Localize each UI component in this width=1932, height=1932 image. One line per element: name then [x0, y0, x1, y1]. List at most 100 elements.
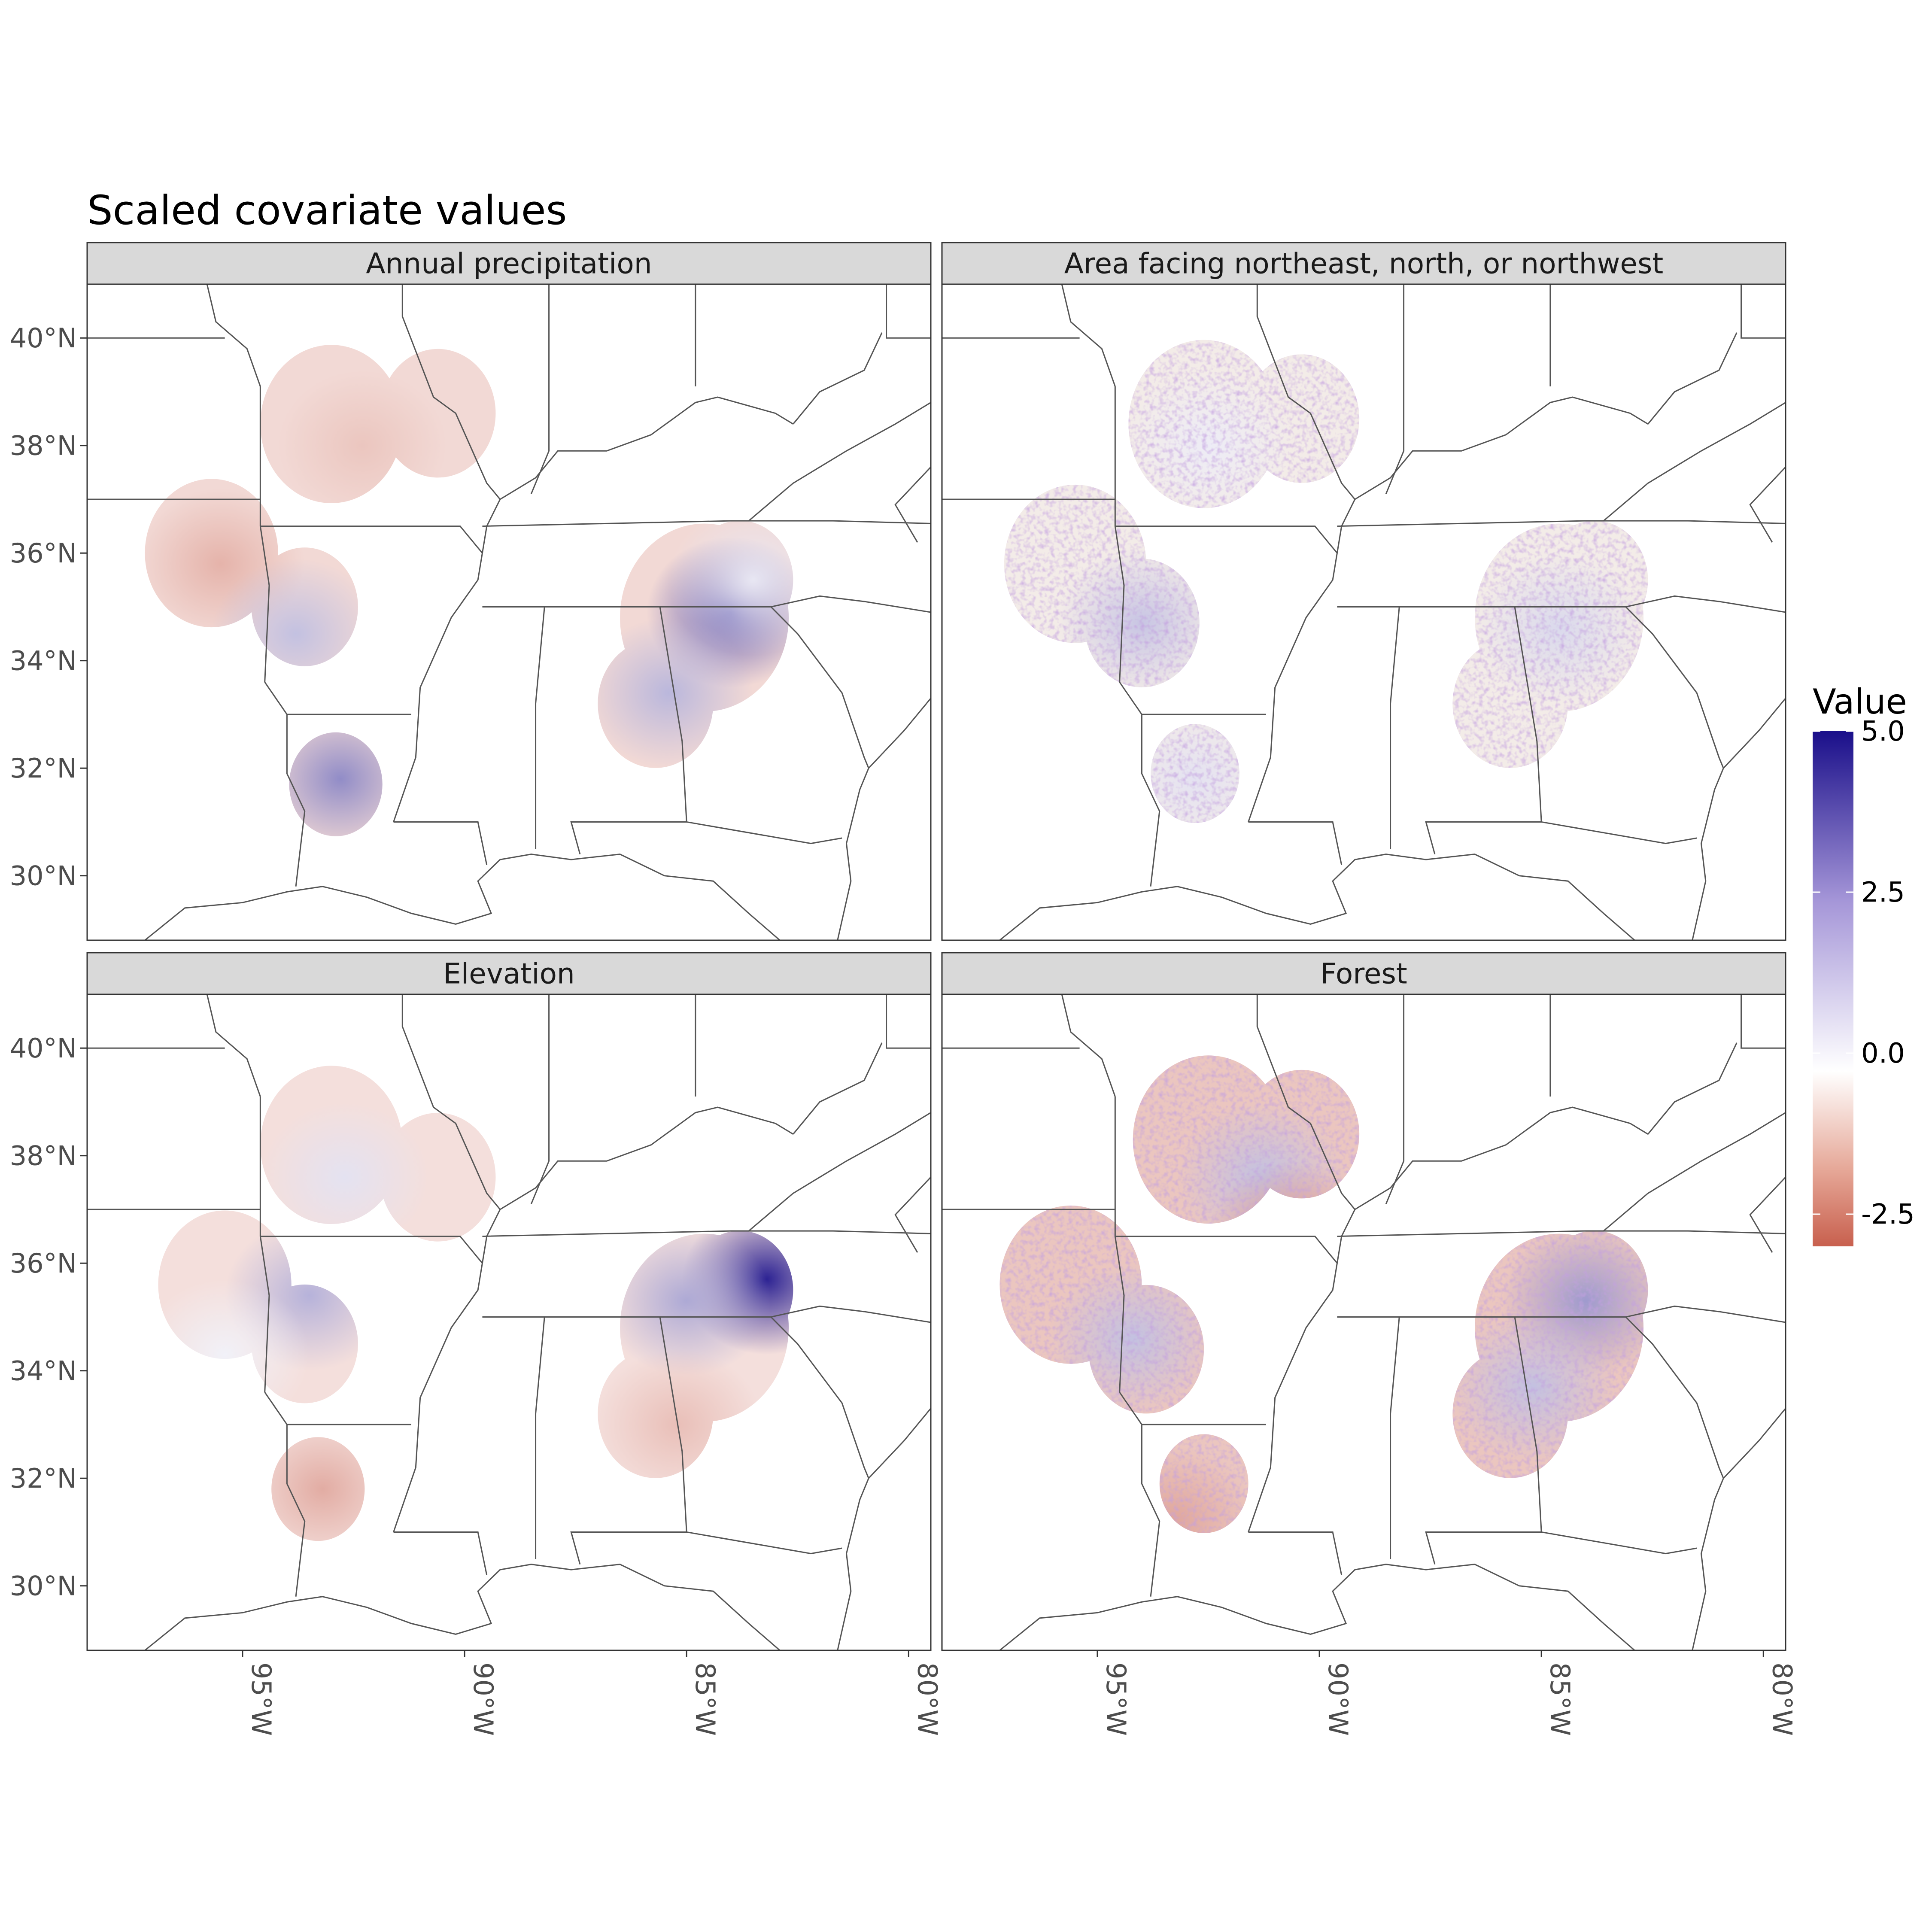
coastline — [1692, 698, 1786, 940]
x-tick-label: 90°W — [1322, 1662, 1354, 1736]
facet-label: Forest — [1320, 957, 1407, 990]
state-boundary — [393, 994, 501, 1532]
state-boundary — [1390, 1317, 1400, 1559]
x-axis-left: 95°W 90°W 85°W 80°W — [242, 1650, 943, 1736]
raster-patch — [238, 1413, 407, 1564]
state-boundary — [535, 607, 545, 849]
state-boundary — [1355, 1106, 1649, 1210]
y-tick-label: 36°N — [10, 538, 77, 569]
state-boundary — [1337, 520, 1786, 527]
state-boundary — [1603, 1112, 1786, 1232]
state-boundary — [286, 1424, 306, 1597]
y-tick-label: 34°N — [10, 1355, 77, 1387]
facet-strip — [86, 952, 932, 995]
state-boundary — [500, 1106, 794, 1210]
facet-strip — [86, 242, 932, 285]
x-tick-label: 80°W — [911, 1662, 943, 1736]
state-boundary — [1625, 606, 1724, 769]
state-boundary — [1114, 386, 1125, 682]
facet-label: Elevation — [443, 957, 575, 990]
coastline — [999, 1564, 1635, 1650]
panel-border — [86, 283, 932, 941]
state-boundary — [1248, 1531, 1343, 1575]
coastline — [837, 698, 931, 940]
map-area — [942, 284, 1786, 940]
state-boundary — [1390, 607, 1400, 849]
state-boundary — [482, 1230, 931, 1237]
x-axis-right: 95°W 90°W 85°W 80°W — [1097, 1650, 1798, 1736]
state-boundary — [1541, 821, 1697, 844]
state-boundary — [770, 606, 869, 769]
raster-patch — [211, 558, 380, 709]
raster-patch — [602, 1225, 771, 1376]
state-boundary — [686, 1531, 842, 1555]
state-boundary — [1541, 1531, 1697, 1555]
map-area — [87, 994, 931, 1650]
state-boundary — [393, 1531, 488, 1575]
state-boundary — [500, 396, 794, 500]
state-boundary — [770, 1316, 869, 1479]
state-boundary — [686, 821, 842, 844]
state-boundary — [530, 994, 550, 1205]
x-tick-label: 95°W — [1100, 1662, 1132, 1736]
state-boundary — [1385, 994, 1405, 1205]
color-legend: Value 5.0 2.5 0.0 -2.5 — [1813, 682, 1915, 1246]
state-boundary — [259, 386, 270, 682]
state-boundary — [1115, 1236, 1338, 1264]
state-boundary — [1337, 1230, 1786, 1237]
raster-texture — [942, 994, 1786, 1650]
panel-border — [86, 993, 932, 1651]
facet-panel: Elevation — [86, 952, 932, 1651]
y-tick-label: 40°N — [10, 322, 77, 354]
state-boundary — [535, 1317, 545, 1559]
state-boundary — [393, 821, 488, 865]
legend-tick-label: -2.5 — [1861, 1199, 1915, 1230]
facet-panel: Forest — [941, 952, 1786, 1651]
panel-border — [941, 993, 1786, 1651]
x-tick-label: 85°W — [1544, 1662, 1576, 1736]
legend-colorbar — [1813, 731, 1853, 1246]
legend-tick-label: 5.0 — [1861, 716, 1905, 747]
y-tick-label: 32°N — [10, 1463, 77, 1494]
state-boundary — [894, 466, 931, 543]
facet-strip — [941, 952, 1786, 995]
coastline — [999, 854, 1635, 940]
state-boundary — [1141, 714, 1160, 887]
coastline — [144, 854, 781, 940]
state-boundary — [1749, 1176, 1786, 1253]
state-boundary — [1749, 466, 1786, 543]
coastline — [144, 1564, 781, 1650]
y-axis-top: 40°N 38°N 36°N 34°N 32°N 30°N — [10, 322, 87, 892]
raster-patch — [584, 617, 753, 769]
state-boundary — [1647, 332, 1738, 425]
state-boundary — [260, 1236, 483, 1264]
legend-title: Value — [1813, 682, 1907, 722]
state-boundary — [1647, 1042, 1738, 1135]
state-boundary — [886, 994, 931, 1049]
state-boundary — [1115, 526, 1338, 554]
legend-ticks: 5.0 2.5 0.0 -2.5 — [1813, 716, 1915, 1230]
y-axis-bottom: 40°N 38°N 36°N 34°N 32°N 30°N — [10, 1033, 87, 1602]
facet-label: Annual precipitation — [366, 247, 652, 280]
state-boundary — [1741, 994, 1786, 1049]
state-boundary — [1385, 284, 1405, 495]
covariate-raster — [942, 994, 1786, 1650]
state-boundary — [260, 526, 483, 554]
panel-border — [941, 283, 1786, 941]
coastline — [1692, 1408, 1786, 1650]
x-tick-label: 80°W — [1766, 1662, 1798, 1736]
state-boundary — [206, 284, 261, 387]
y-tick-label: 34°N — [10, 645, 77, 677]
legend-tick-label: 0.0 — [1861, 1038, 1905, 1069]
coastline — [837, 1408, 931, 1650]
state-boundary — [748, 1112, 931, 1232]
state-boundary — [1061, 994, 1116, 1097]
facet-panels: Annual precipitation Area facing northeas… — [86, 242, 1786, 1651]
y-tick-label: 38°N — [10, 1140, 77, 1172]
state-boundary — [793, 1042, 883, 1135]
state-boundary — [894, 1176, 931, 1253]
facet-panel: Annual precipitation — [86, 242, 932, 941]
state-boundary — [1061, 284, 1116, 387]
chart-title: Scaled covariate values — [87, 187, 567, 234]
